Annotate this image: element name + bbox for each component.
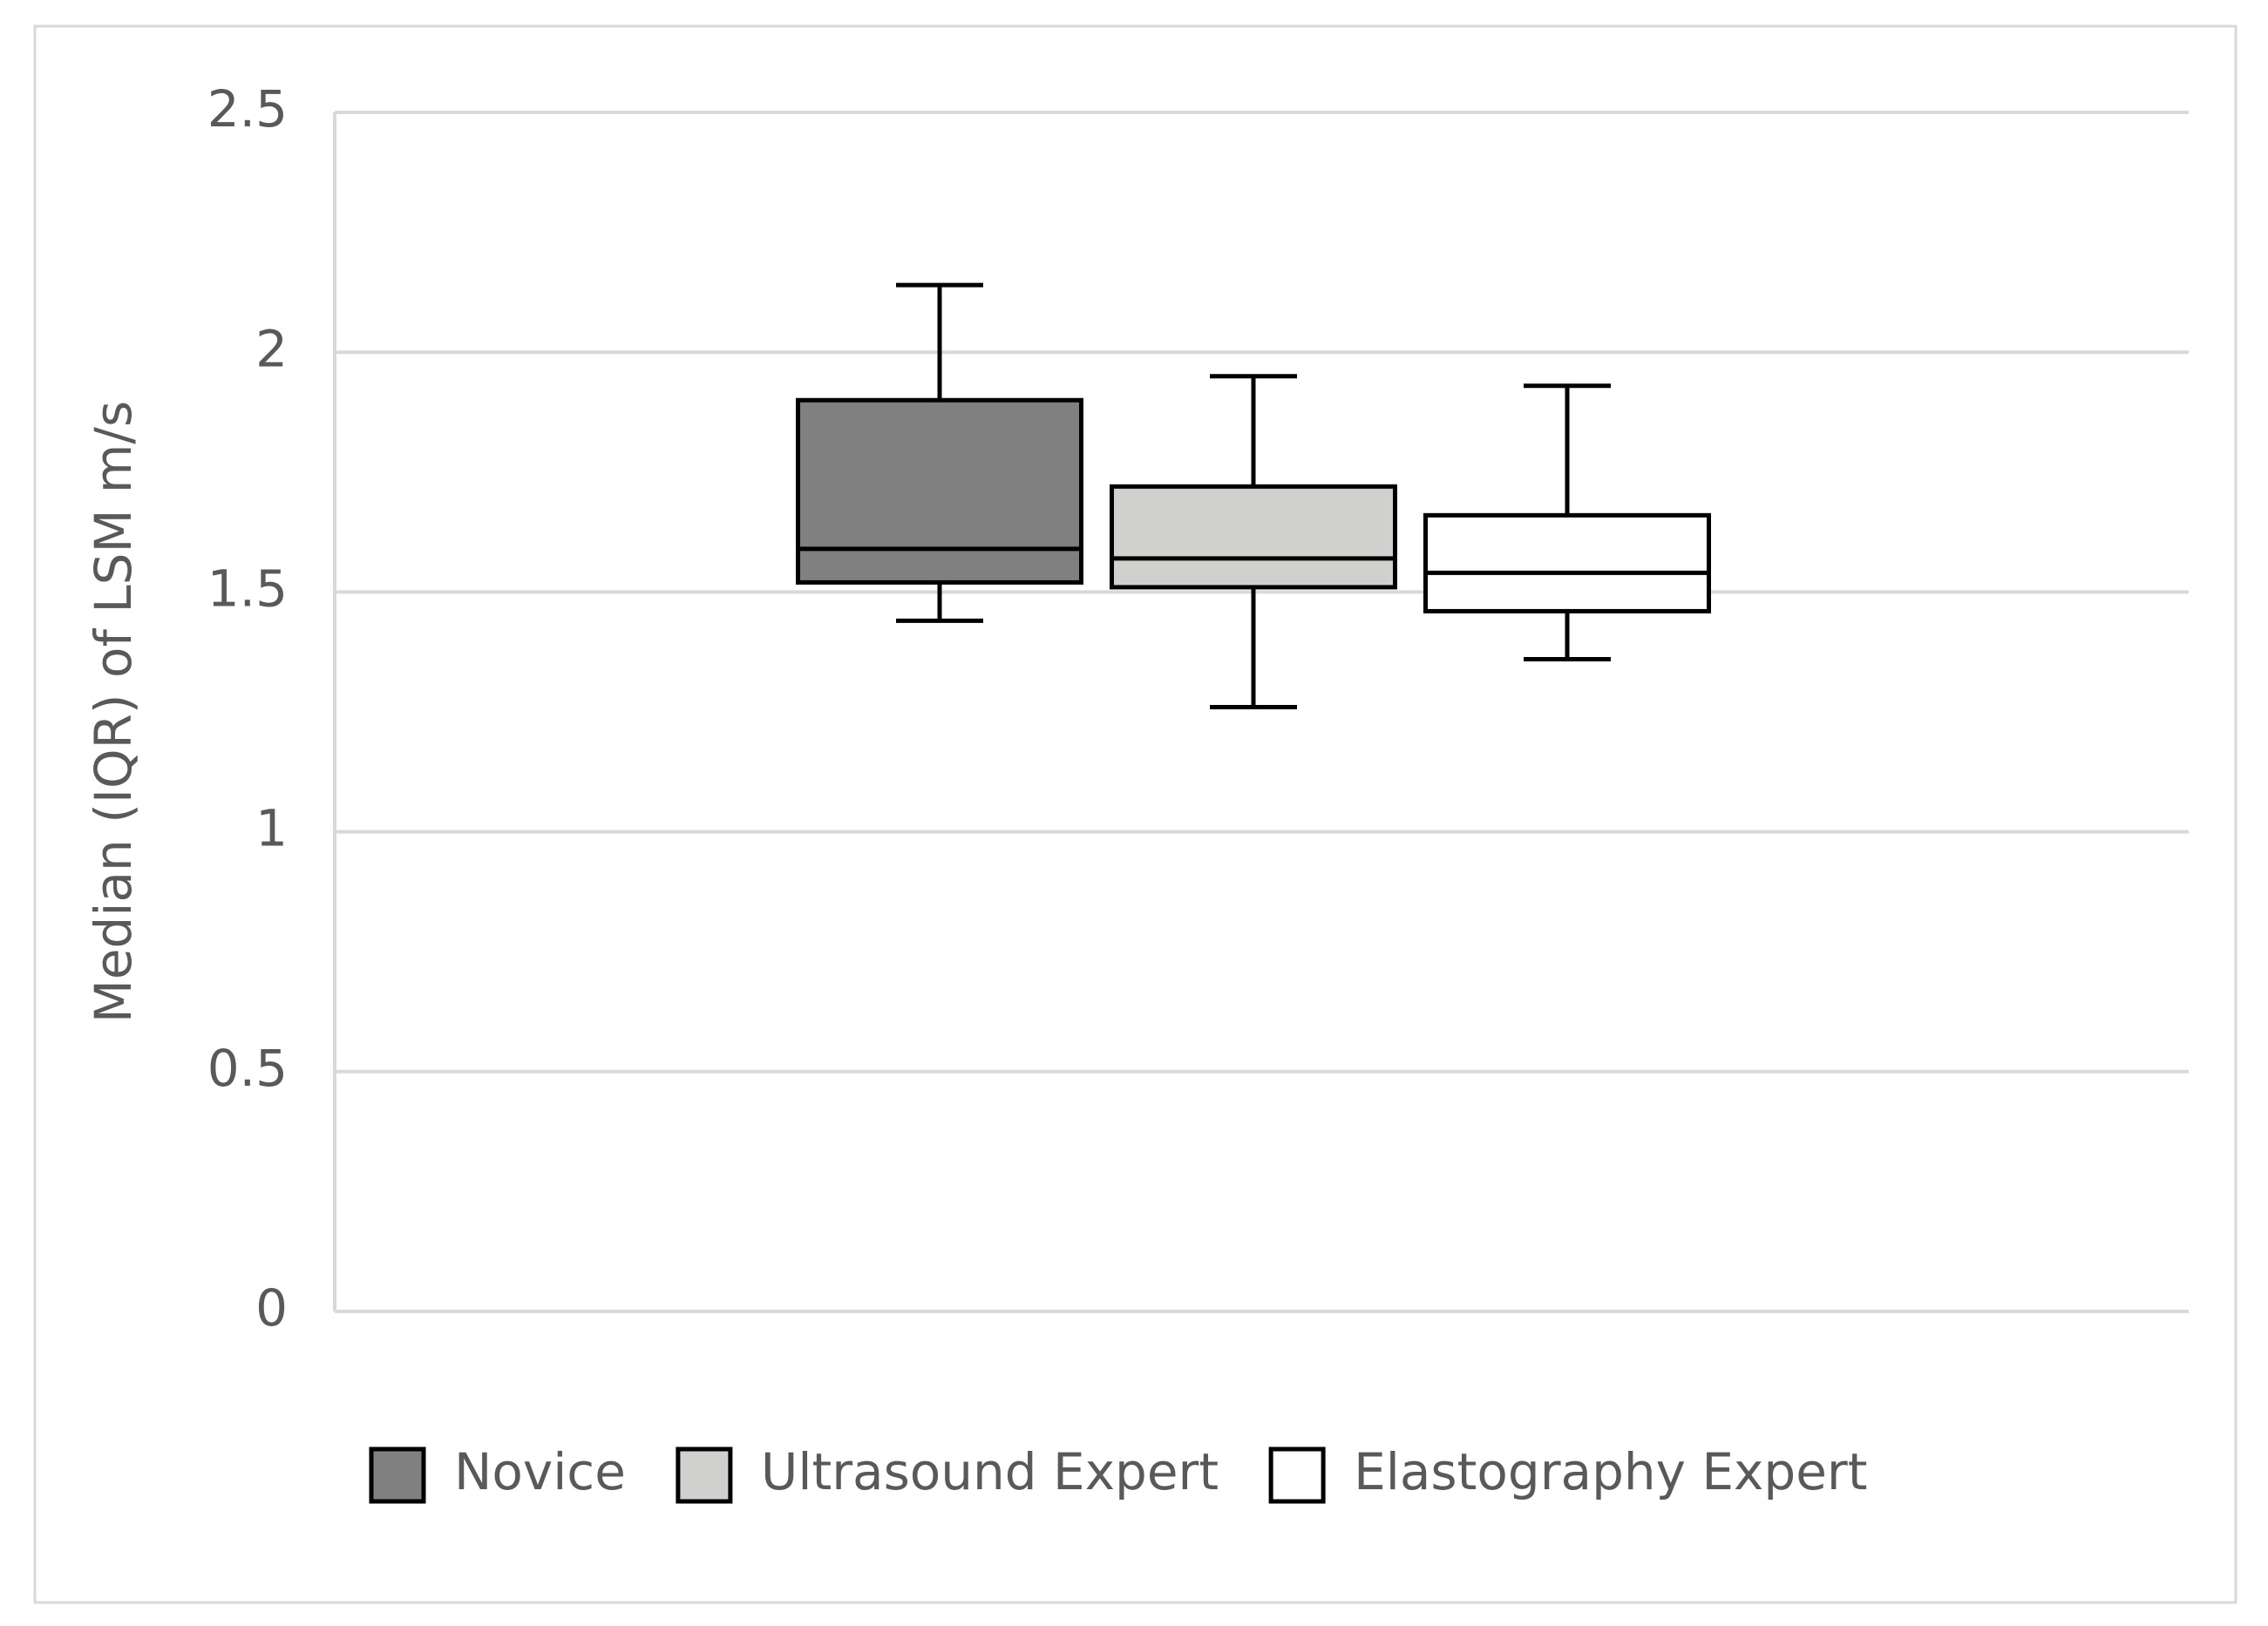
legend-swatch — [1268, 1446, 1326, 1504]
y-tick-label: 2.5 — [207, 79, 288, 139]
y-tick-label: 1 — [255, 799, 288, 858]
legend-label: Novice — [454, 1442, 626, 1501]
box — [1110, 484, 1397, 590]
y-tick-label: 1.5 — [207, 559, 288, 619]
y-tick-label: 2 — [255, 319, 288, 378]
box — [1423, 512, 1711, 613]
legend-label: Ultrasound Expert — [761, 1442, 1219, 1501]
y-tick-label: 0.5 — [207, 1039, 288, 1098]
chart-border — [33, 24, 2237, 1604]
y-axis-label: Median (IQR) of LSM m/s — [84, 401, 143, 1023]
legend-label: Elastography Expert — [1354, 1442, 1867, 1501]
legend-swatch — [369, 1446, 426, 1504]
box — [796, 397, 1083, 585]
legend-swatch — [676, 1446, 733, 1504]
y-tick-label: 0 — [255, 1278, 288, 1338]
